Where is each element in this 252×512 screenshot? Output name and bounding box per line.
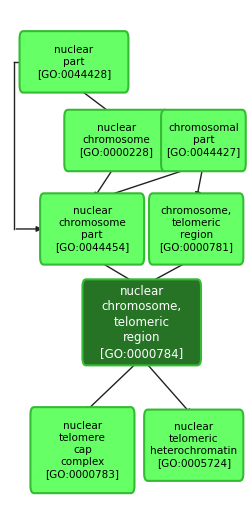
Text: nuclear
chromosome
part
[GO:0044454]: nuclear chromosome part [GO:0044454] [55, 206, 129, 252]
Text: nuclear
chromosome
[GO:0000228]: nuclear chromosome [GO:0000228] [79, 123, 153, 158]
FancyBboxPatch shape [149, 194, 243, 265]
Text: chromosomal
part
[GO:0044427]: chromosomal part [GO:0044427] [166, 123, 241, 158]
Text: nuclear
telomeric
heterochromatin
[GO:0005724]: nuclear telomeric heterochromatin [GO:00… [150, 422, 237, 468]
FancyBboxPatch shape [30, 407, 135, 493]
FancyBboxPatch shape [20, 31, 129, 93]
Text: chromosome,
telomeric
region
[GO:0000781]: chromosome, telomeric region [GO:0000781… [159, 206, 233, 252]
FancyBboxPatch shape [161, 110, 246, 171]
Text: nuclear
chromosome,
telomeric
region
[GO:0000784]: nuclear chromosome, telomeric region [GO… [100, 285, 183, 360]
FancyBboxPatch shape [64, 110, 168, 171]
FancyBboxPatch shape [144, 410, 243, 481]
Text: nuclear
telomere
cap
complex
[GO:0000783]: nuclear telomere cap complex [GO:0000783… [45, 421, 119, 479]
FancyBboxPatch shape [82, 280, 201, 366]
FancyBboxPatch shape [40, 194, 144, 265]
Text: nuclear
part
[GO:0044428]: nuclear part [GO:0044428] [37, 45, 111, 79]
